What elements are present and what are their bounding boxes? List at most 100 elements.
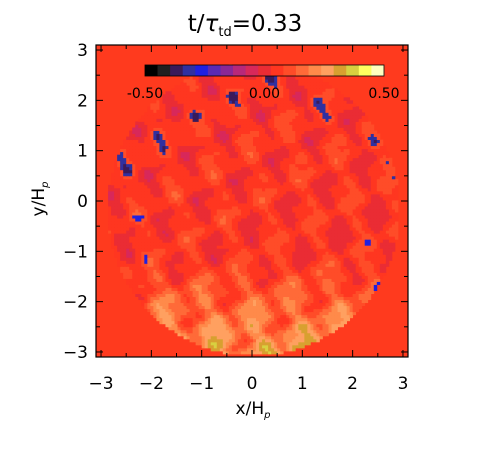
heatmap-cell: [352, 193, 357, 198]
heatmap-cell: [117, 172, 121, 177]
heatmap-cell: [394, 178, 399, 183]
heatmap-cell: [234, 248, 239, 252]
heatmap-cell: [295, 218, 299, 222]
heatmap-cell: [361, 178, 366, 183]
heatmap-cell: [280, 269, 284, 273]
heatmap-cell: [183, 263, 187, 267]
heatmap-cell: [298, 221, 302, 225]
heatmap-cell: [328, 293, 332, 298]
heatmap-cell: [204, 317, 209, 322]
heatmap-cell: [132, 257, 136, 261]
heatmap-cell: [213, 266, 218, 270]
heatmap-cell: [334, 230, 338, 234]
heatmap-cell: [271, 317, 275, 322]
heatmap-cell: [385, 257, 390, 261]
heatmap-cell: [340, 281, 344, 285]
heatmap-cell: [292, 169, 296, 174]
heatmap-cell: [156, 314, 160, 319]
heatmap-cell: [286, 233, 290, 237]
heatmap-cell: [147, 281, 151, 285]
heatmap-cell: [313, 278, 317, 282]
heatmap-cell: [108, 218, 112, 222]
heatmap-cell: [265, 239, 269, 243]
heatmap-cell: [367, 169, 372, 174]
heatmap-cell: [156, 190, 160, 195]
heatmap-cell: [180, 302, 184, 307]
heatmap-cell: [234, 199, 239, 204]
heatmap-cell: [379, 230, 384, 234]
heatmap-cell: [289, 338, 293, 343]
heatmap-cell: [120, 212, 124, 216]
heatmap-cell: [262, 187, 266, 192]
heatmap-cell: [286, 311, 290, 316]
heatmap-cell: [237, 269, 242, 273]
heatmap-cell: [219, 227, 224, 231]
heatmap-cell: [156, 224, 160, 228]
heatmap-cell: [268, 212, 272, 216]
heatmap-cell: [174, 290, 178, 294]
heatmap-cell: [222, 215, 227, 219]
heatmap-cell: [231, 329, 236, 334]
heatmap-cell: [322, 242, 326, 246]
heatmap-cell: [253, 209, 257, 213]
heatmap-cell: [358, 287, 363, 291]
heatmap-cell: [210, 166, 215, 171]
heatmap-cell: [195, 242, 200, 246]
heatmap-cell: [180, 296, 184, 301]
heatmap-cell: [207, 260, 212, 264]
heatmap-cell: [165, 269, 169, 273]
heatmap-cell: [141, 203, 145, 207]
heatmap-cell: [210, 254, 215, 258]
heatmap-cell: [304, 212, 308, 216]
heatmap-cell: [138, 242, 142, 246]
heatmap-cell: [295, 323, 299, 328]
heatmap-cell: [253, 184, 257, 189]
heatmap-cell: [334, 293, 338, 298]
heatmap-cell: [385, 172, 390, 177]
heatmap-cell: [150, 206, 154, 210]
heatmap-cell: [385, 245, 390, 249]
heatmap-cell: [259, 317, 263, 322]
heatmap-cell: [379, 169, 384, 174]
heatmap-cell: [156, 184, 160, 189]
heatmap-cell: [319, 257, 323, 261]
heatmap-cell: [240, 269, 245, 273]
heatmap-cell: [355, 175, 360, 180]
heatmap-cell: [322, 293, 326, 298]
heatmap-cell: [325, 236, 329, 240]
heatmap-cell: [346, 296, 351, 301]
heatmap-cell: [201, 203, 206, 207]
heatmap-cell: [219, 230, 224, 234]
heatmap-cell: [277, 172, 281, 177]
heatmap-cell: [367, 190, 372, 195]
heatmap-cell: [186, 254, 190, 258]
heatmap-cell: [382, 196, 387, 201]
heatmap-cell: [213, 172, 218, 177]
heatmap-cell: [271, 296, 275, 301]
heatmap-cell: [150, 308, 154, 313]
heatmap-cell: [174, 233, 178, 237]
heatmap-cell: [174, 184, 178, 189]
heatmap-cell: [171, 296, 175, 301]
heatmap-cell: [219, 224, 224, 228]
heatmap-cell: [141, 266, 145, 270]
heatmap-cell: [189, 236, 194, 240]
heatmap-cell: [195, 263, 200, 267]
heatmap-cell: [210, 233, 215, 237]
heatmap-cell: [283, 272, 287, 276]
heatmap-cell: [253, 172, 257, 177]
heatmap-cell: [325, 245, 329, 249]
heatmap-cell: [153, 263, 157, 267]
heatmap-cell: [265, 293, 269, 298]
heatmap-cell: [231, 347, 236, 352]
heatmap-cell: [114, 181, 118, 186]
heatmap-cell: [280, 175, 284, 180]
heatmap-cell: [325, 254, 329, 258]
heatmap-cell: [111, 236, 115, 240]
heatmap-cell: [234, 196, 239, 201]
heatmap-cell: [316, 263, 320, 267]
heatmap-cell: [328, 184, 332, 189]
heatmap-cell: [180, 317, 184, 322]
heatmap-cell: [198, 203, 203, 207]
heatmap-cell: [156, 181, 160, 186]
